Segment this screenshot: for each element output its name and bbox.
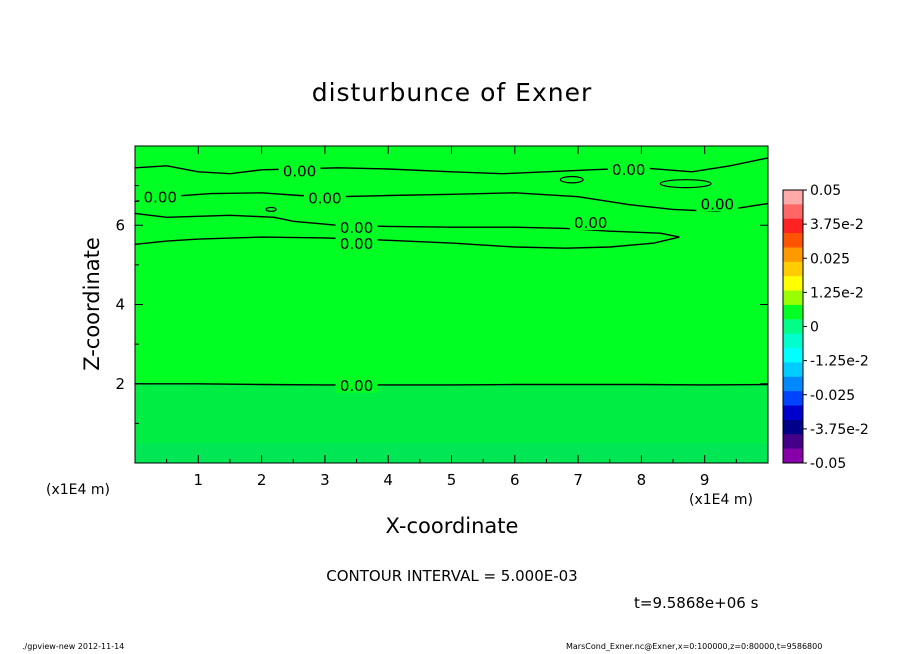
contour-label-bg	[303, 188, 346, 206]
footer-left-text: ./gpview-new 2012-11-14	[22, 642, 125, 651]
contour-label-bg	[696, 194, 739, 212]
colorbar-band	[783, 218, 803, 234]
x-tick-label: 5	[447, 471, 457, 489]
contour-lines	[135, 157, 768, 386]
contour-label-2: 0.00	[340, 235, 373, 253]
x-tick-label: 3	[320, 471, 330, 489]
x-tick-label: 4	[383, 471, 393, 489]
colorbar-band	[783, 419, 803, 435]
x-tick-label: 6	[510, 471, 520, 489]
colorbar-label: 0.05	[810, 183, 841, 199]
y-axis-unit: (x1E4 m)	[46, 482, 110, 498]
colorbar-band	[783, 434, 803, 450]
contour-label-bg	[335, 218, 378, 236]
contour-label-bg	[139, 187, 182, 205]
contour-line-4	[135, 157, 768, 175]
x-tick-label: 1	[194, 471, 204, 489]
colorbar-label: -0.025	[810, 388, 855, 404]
colorbar-band	[783, 247, 803, 263]
contour-label-1: 0.00	[340, 377, 373, 395]
y-tick-label: 6	[115, 216, 125, 234]
contour-label-5: 0.00	[308, 190, 341, 208]
contour-label-bg	[607, 159, 650, 177]
contour-label-bg	[335, 375, 378, 393]
contour-label-bg	[335, 234, 378, 252]
contour-label-bg	[569, 213, 612, 231]
colorbar-band	[783, 261, 803, 277]
contour-line-2	[135, 212, 680, 249]
footer-right-text: MarsCond_Exner.nc@Exner,x=0:100000,z=0:8…	[566, 642, 823, 651]
colorbar-band	[783, 333, 803, 349]
x-axis-ticks: 1 2 3 4 5 6 7 8 9	[166, 146, 737, 489]
time-stamp-text: t=9.5868e+06 s	[634, 594, 759, 612]
chart-title: disturbunce of Exner	[311, 78, 593, 107]
contour-closed-4	[659, 179, 712, 189]
field-bottom	[135, 443, 768, 463]
x-tick-label: 9	[700, 471, 710, 489]
x-tick-label: 2	[257, 471, 267, 489]
colorbar: 0.05 3.75e-2 0.025 1.25e-2 0 -1.25e-2 -0.025 -3…	[782, 183, 869, 472]
colorbar-label: 1.25e-2	[810, 285, 864, 301]
x-tick-label: 7	[573, 471, 583, 489]
y-tick-label: 4	[115, 296, 125, 314]
contour-label-7: 0.00	[612, 161, 645, 179]
y-axis-ticks: 2 4 6	[115, 185, 768, 424]
colorbar-band	[783, 348, 803, 363]
colorbar-band	[783, 204, 803, 220]
contour-closed-1	[559, 175, 584, 184]
y-tick-label: 2	[115, 375, 125, 393]
colorbar-band	[783, 290, 803, 306]
color-field	[135, 146, 768, 463]
contour-label-8: 0.00	[701, 195, 734, 213]
colorbar-label: 0	[810, 320, 819, 336]
colorbar-band	[783, 448, 803, 464]
contour-label-9: 0.00	[574, 214, 607, 232]
contour-label-3: 0.00	[340, 219, 373, 237]
colorbar-band	[783, 405, 803, 421]
colorbar-label: -0.05	[810, 456, 846, 472]
contour-line-1	[135, 383, 768, 386]
colorbar-label: -1.25e-2	[810, 354, 869, 370]
x-axis-unit: (x1E4 m)	[689, 492, 753, 508]
colorbar-band	[783, 362, 803, 378]
colorbar-band	[783, 276, 803, 292]
colorbar-band	[783, 391, 803, 407]
colorbar-band	[783, 319, 803, 335]
contour-label-bg	[278, 161, 321, 179]
colorbar-band	[783, 190, 803, 205]
x-axis-label: X-coordinate	[385, 514, 519, 538]
contour-closed-2	[265, 206, 277, 212]
colorbar-band	[783, 233, 803, 248]
colorbar-band	[783, 376, 803, 392]
colorbar-label: 3.75e-2	[810, 217, 864, 233]
contour-label-6: 0.00	[144, 189, 177, 207]
contour-label-4: 0.00	[283, 163, 316, 181]
contour-interval-text: CONTOUR INTERVAL = 5.000E-03	[326, 567, 578, 585]
colorbar-band	[783, 304, 803, 320]
colorbar-label: 0.025	[810, 251, 850, 267]
x-tick-label: 8	[637, 471, 647, 489]
colorbar-label: -3.75e-2	[810, 422, 869, 438]
y-axis-label: Z-coordinate	[80, 237, 104, 371]
contour-labels: 0.000.000.000.000.000.000.000.000.00	[139, 159, 739, 395]
